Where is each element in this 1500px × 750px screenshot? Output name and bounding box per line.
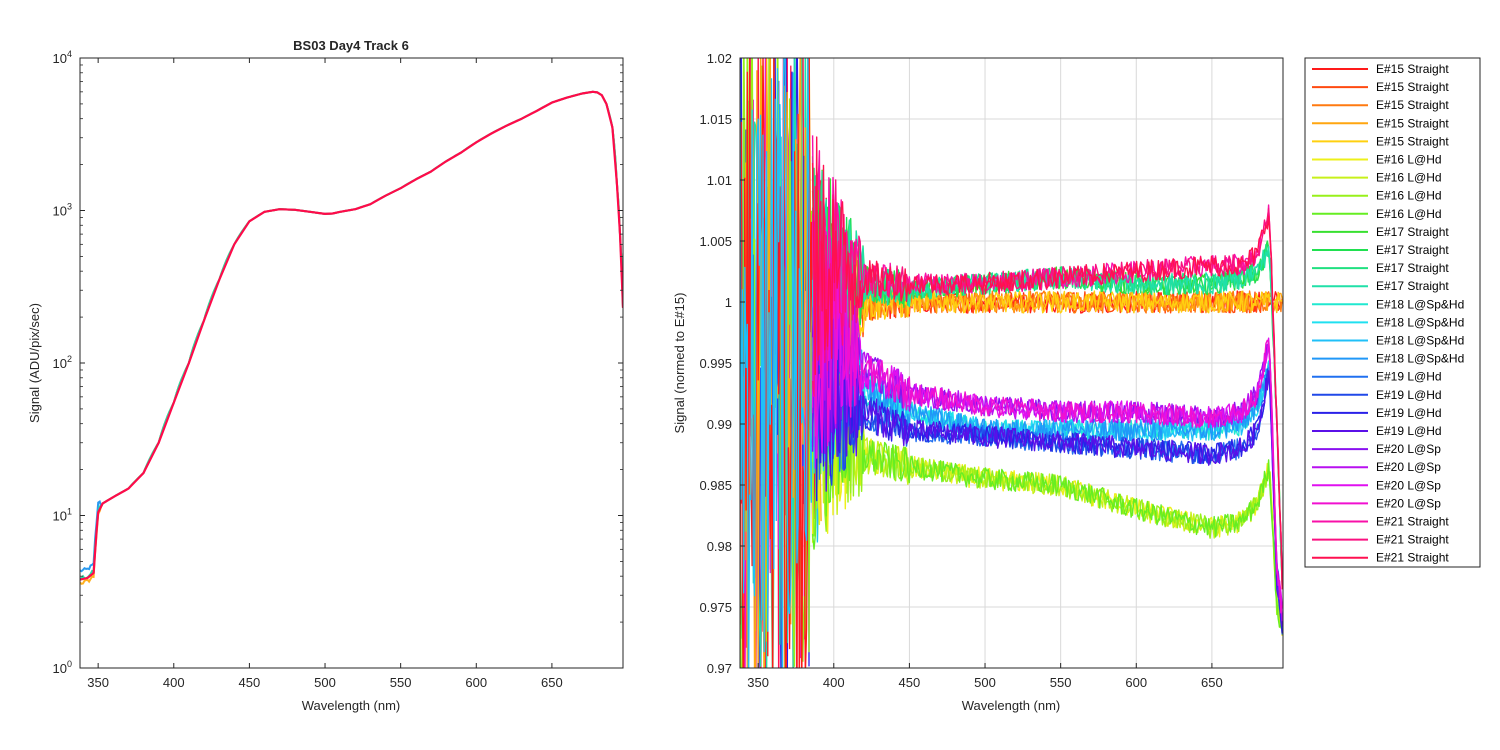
left-y-tick-base: 10: [53, 661, 67, 676]
legend-entry-label: E#15 Straight: [1376, 62, 1449, 76]
legend-entry-label: E#17 Straight: [1376, 261, 1449, 275]
legend-items: E#15 Straight E#15 Straight E#15 Straight E…: [1312, 62, 1464, 565]
right-y-tick-label: 1.015: [699, 112, 732, 127]
right-chart: 350 400 450 500 550 600 650 0.97 0.975 0.98 0.985 0…: [672, 51, 1284, 713]
right-y-tick-label: 1.005: [699, 234, 732, 249]
left-x-tick-label: 350: [87, 675, 109, 690]
legend-entry-label: E#20 L@Sp: [1376, 496, 1441, 510]
right-x-tick-label: 450: [899, 675, 921, 690]
left-y-axis-label: Signal (ADU/pix/sec): [27, 303, 42, 423]
left-x-axis-label: Wavelength (nm): [302, 698, 401, 713]
right-x-tick-label: 400: [823, 675, 845, 690]
left-y-tick-base: 10: [53, 204, 67, 219]
left-y-tick-base: 10: [53, 51, 67, 66]
right-x-axis-label: Wavelength (nm): [962, 698, 1061, 713]
right-noise-line: [740, 58, 822, 668]
right-x-tick-label: 550: [1050, 675, 1072, 690]
legend-entry-label: E#15 Straight: [1376, 116, 1449, 130]
legend-entry-label: E#18 L@Sp&Hd: [1376, 315, 1464, 329]
left-x-tick-label: 600: [465, 675, 487, 690]
legend-entry-label: E#20 L@Sp: [1376, 442, 1441, 456]
left-y-tick-label: 101: [53, 507, 72, 524]
left-y-tick-base: 10: [53, 356, 67, 371]
left-x-tick-label: 450: [239, 675, 261, 690]
right-x-tick-label: 350: [747, 675, 769, 690]
left-y-tick-label: 100: [53, 659, 72, 676]
left-y-tick-label: 104: [53, 49, 72, 66]
right-y-tick-label: 0.99: [707, 417, 732, 432]
left-y-tick-exponent: 4: [67, 49, 72, 59]
left-plot-frame: [79, 57, 624, 669]
legend-entry-label: E#16 L@Hd: [1376, 153, 1442, 167]
right-y-tick-label: 0.985: [699, 478, 732, 493]
right-series-group: [811, 135, 1283, 636]
left-x-tick-label: 400: [163, 675, 185, 690]
legend-entry-label: E#20 L@Sp: [1376, 478, 1441, 492]
right-y-tick-label: 0.995: [699, 356, 732, 371]
legend-entry-label: E#17 Straight: [1376, 279, 1449, 293]
left-y-tick-exponent: 0: [67, 659, 72, 669]
legend-entry-label: E#18 L@Sp&Hd: [1376, 352, 1464, 366]
legend-entry-label: E#15 Straight: [1376, 98, 1449, 112]
left-x-tick-label: 500: [314, 675, 336, 690]
right-y-tick-label: 1: [725, 295, 732, 310]
left-y-tick-exponent: 3: [67, 202, 72, 212]
legend-entry-label: E#21 Straight: [1376, 551, 1449, 565]
left-plot-area: [80, 58, 623, 668]
legend-entry-label: E#16 L@Hd: [1376, 171, 1442, 185]
legend-entry-label: E#20 L@Sp: [1376, 460, 1441, 474]
legend-entry-label: E#17 Straight: [1376, 225, 1449, 239]
left-y-tick-exponent: 1: [67, 507, 72, 517]
legend-entry-label: E#15 Straight: [1376, 80, 1449, 94]
left-x-tick-label: 550: [390, 675, 412, 690]
right-series-line: [811, 276, 1283, 635]
right-series-line: [811, 265, 1283, 627]
right-y-tick-label: 0.97: [707, 661, 732, 676]
left-y-tick-base: 10: [53, 509, 67, 524]
legend: E#15 Straight E#15 Straight E#15 Straight E…: [1304, 57, 1481, 568]
legend-entry-label: E#16 L@Hd: [1376, 189, 1442, 203]
left-chart-title: BS03 Day4 Track 6: [293, 38, 409, 53]
legend-box: [1304, 57, 1481, 568]
right-x-tick-label: 500: [974, 675, 996, 690]
right-series-line: [811, 219, 1283, 386]
legend-entry-label: E#17 Straight: [1376, 243, 1449, 257]
right-series-line: [811, 136, 1283, 590]
legend-entry-label: E#19 L@Hd: [1376, 406, 1442, 420]
right-x-tick-label: 600: [1125, 675, 1147, 690]
right-y-tick-label: 1.01: [707, 173, 732, 188]
left-y-tick-exponent: 2: [67, 354, 72, 364]
left-series-line: [80, 90, 623, 581]
legend-entry-label: E#18 L@Sp&Hd: [1376, 297, 1464, 311]
right-plot-frame: [739, 57, 1284, 669]
legend-entry-label: E#15 Straight: [1376, 134, 1449, 148]
right-y-tick-label: 1.02: [707, 51, 732, 66]
legend-entry-label: E#19 L@Hd: [1376, 388, 1442, 402]
legend-entry-label: E#18 L@Sp&Hd: [1376, 334, 1464, 348]
left-y-tick-label: 102: [53, 354, 72, 371]
right-y-tick-label: 0.98: [707, 539, 732, 554]
right-noise-group: [740, 58, 822, 668]
right-series-line: [811, 214, 1283, 614]
right-y-axis-label: Signal (normed to E#15): [672, 293, 687, 434]
left-x-tick-label: 650: [541, 675, 563, 690]
legend-entry-label: E#19 L@Hd: [1376, 370, 1442, 384]
left-series-group: [80, 90, 623, 585]
right-tick-group: 350 400 450 500 550 600 650 0.97 0.975 0.98 0.985 0…: [699, 51, 1222, 690]
right-x-tick-label: 650: [1201, 675, 1223, 690]
legend-entry-label: E#19 L@Hd: [1376, 424, 1442, 438]
legend-entry-label: E#21 Straight: [1376, 515, 1449, 529]
left-y-tick-label: 103: [53, 202, 72, 219]
right-series-line: [811, 305, 1283, 630]
legend-entry-label: E#16 L@Hd: [1376, 207, 1442, 221]
legend-entry-label: E#21 Straight: [1376, 533, 1449, 547]
right-y-tick-label: 0.975: [699, 600, 732, 615]
